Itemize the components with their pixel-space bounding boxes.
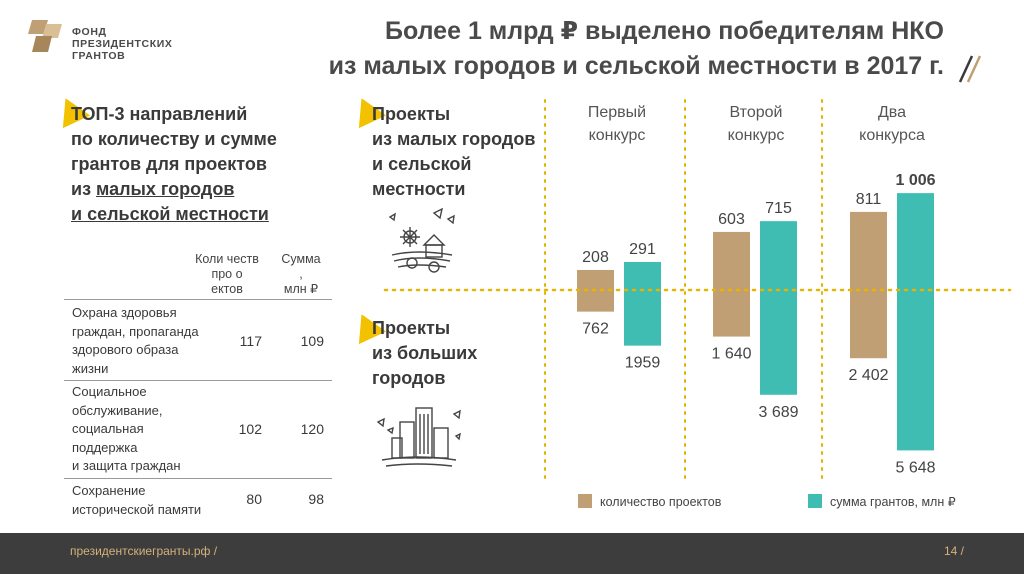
table-cell-count: 80: [246, 491, 262, 507]
bar-sum: [624, 261, 661, 346]
col-head-line: конкурс: [727, 127, 785, 144]
logo-line: ФОНД: [72, 26, 107, 38]
heading-line: из малых городов: [71, 177, 277, 202]
legend-item-count: количество проектов: [578, 494, 721, 509]
logo-text: ФОНД ПРЕЗИДЕНТСКИХ ГРАНТОВ: [72, 26, 173, 62]
col-head-line: Два: [877, 104, 907, 121]
data-label-bottom: 3 689: [758, 404, 798, 421]
header-line: млн ₽: [283, 282, 319, 296]
data-label-bottom: 2 402: [848, 367, 888, 384]
table-divider: [64, 299, 332, 300]
header-line: ,: [299, 267, 303, 281]
city-sketch-icon: [376, 407, 461, 467]
label-line: жизни: [72, 360, 109, 376]
bar-count: [713, 231, 750, 337]
logo-line: ПРЕЗИДЕНТСКИХ: [72, 38, 173, 50]
col-head-line: конкурс: [588, 127, 646, 144]
legend-label: количество проектов: [600, 495, 722, 509]
decorative-slash-icon: [958, 55, 982, 83]
label-line: из малых городов: [372, 129, 536, 149]
col-header-sum: Сумма , млн ₽: [270, 252, 332, 297]
col-head-first: Первый конкурс: [557, 101, 677, 147]
data-label-top: 715: [765, 200, 792, 217]
data-label-bottom: 1 640: [711, 346, 751, 363]
label-line: Проекты: [372, 104, 451, 124]
table-cell-sum: 109: [300, 333, 324, 349]
label-line: здорового образа: [72, 342, 179, 357]
table-cell-count: 117: [239, 333, 262, 349]
legend-label: сумма грантов, млн ₽: [830, 495, 956, 509]
footer-bar: [0, 533, 1024, 574]
data-label-top: 603: [718, 211, 745, 228]
label-line: местности: [372, 179, 466, 199]
legend-swatch-teal: [808, 494, 822, 508]
data-label-bottom: 762: [582, 321, 609, 338]
table-row-label: Сохранение исторической памяти: [72, 482, 201, 519]
data-label-top: 811: [856, 191, 882, 208]
label-line: Сохранение: [72, 483, 146, 498]
table-cell-sum: 120: [300, 421, 324, 437]
legend-swatch-gold: [578, 494, 592, 508]
big-cities-label: Проекты из больших городов: [372, 316, 477, 391]
heading-line: грантов для проектов: [71, 154, 267, 174]
heading-line: по количеству и сумме: [71, 129, 277, 149]
header-line: ектов: [211, 282, 243, 296]
label-line: Проекты: [372, 318, 451, 338]
table-cell-sum: 98: [308, 491, 324, 507]
col-head-line: конкурса: [859, 127, 925, 144]
col-head-second: Второй конкурс: [696, 101, 816, 147]
bar-count: [850, 211, 887, 359]
table-cell-count: 102: [238, 421, 262, 437]
heading-line: ТОП-3 направлений: [71, 104, 248, 124]
logo-icon: [28, 20, 62, 52]
footer-site-link[interactable]: президентскиегранты.рф /: [70, 544, 218, 558]
label-line: обслуживание,: [72, 402, 163, 418]
label-line: и защита граждан: [72, 458, 181, 473]
table-row-label: Социальное обслуживание, социальная подд…: [72, 383, 181, 476]
label-line: граждан, пропаганда: [72, 323, 199, 339]
data-label-top: 291: [629, 241, 656, 258]
table-divider: [64, 380, 332, 381]
bar-sum: [897, 193, 934, 451]
small-towns-label: Проекты из малых городов и сельской мест…: [372, 102, 535, 202]
data-label-top: 1 006: [895, 172, 935, 189]
col-head-line: Второй: [729, 104, 783, 121]
title-line: Более 1 млрд ₽ выделено победителям НКО: [385, 17, 944, 45]
table-divider: [64, 478, 332, 479]
village-sketch-icon: [388, 207, 455, 273]
label-line: из больших: [372, 343, 478, 363]
heading-prefix: из: [71, 179, 97, 199]
header-line: про о: [211, 267, 243, 281]
top3-heading: ТОП-3 направлений по количеству и сумме …: [71, 102, 277, 227]
header-line: Сумма: [281, 252, 321, 266]
page-number: 14 /: [944, 544, 965, 558]
title-line: из малых городов и сельской местности в …: [328, 52, 944, 80]
legend-item-sum: сумма грантов, млн ₽: [808, 494, 956, 509]
col-head-line: Первый: [587, 104, 647, 121]
label-line: поддержка: [72, 439, 138, 455]
col-header-count: Коли честв про о ектов: [184, 252, 270, 297]
bar-sum: [760, 221, 797, 395]
data-label-bottom: 5 648: [895, 459, 935, 476]
label-line: исторической памяти: [72, 501, 202, 517]
label-line: Социальное: [72, 384, 147, 399]
label-line: городов: [372, 368, 446, 388]
page-title: Более 1 млрд ₽ выделено победителям НКО …: [244, 14, 944, 84]
data-label-top: 208: [582, 249, 609, 266]
data-label-bottom: 1959: [625, 355, 661, 372]
logo-line: ГРАНТОВ: [72, 50, 126, 62]
table-row-label: Охрана здоровья граждан, пропаганда здор…: [72, 304, 199, 378]
label-line: Охрана здоровья: [72, 305, 177, 320]
heading-underlined: малых городов: [96, 179, 235, 199]
header-line: Коли честв: [195, 252, 259, 266]
label-line: и сельской: [372, 154, 472, 174]
label-line: социальная: [72, 421, 144, 436]
heading-line: и сельской местности: [71, 204, 269, 224]
col-head-both: Два конкурса: [832, 101, 952, 147]
